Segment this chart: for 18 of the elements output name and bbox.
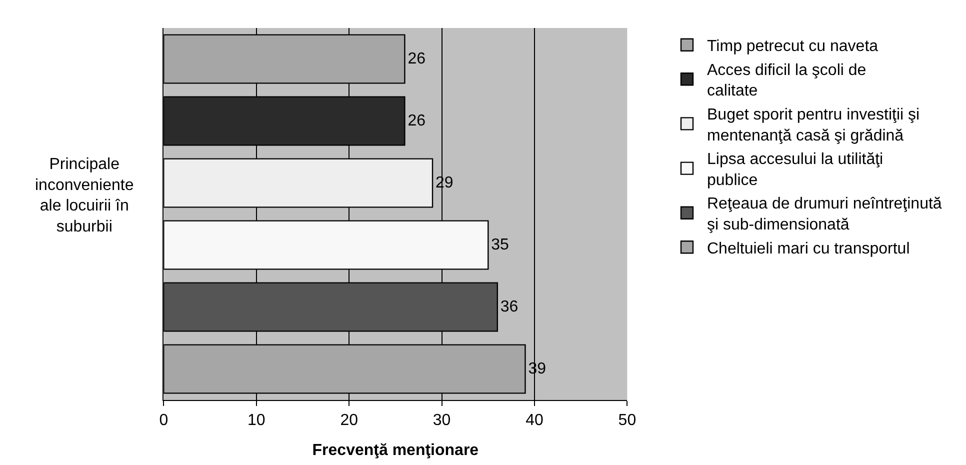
data-label: 26: [408, 50, 426, 68]
x-tick-label: 0: [159, 412, 168, 430]
legend-label: Buget sporit pentru investiţii şi mentenanţă casă şi grădină: [707, 106, 920, 144]
data-label: 26: [408, 112, 426, 130]
data-label: 36: [500, 298, 518, 316]
legend-label: Acces dificil la şcoli de calitate: [707, 62, 866, 100]
x-axis-title: Frecvenţă menţionare: [312, 442, 479, 459]
legend-label: Timp petrecut cu naveta: [707, 38, 878, 56]
legend-label: Cheltuieli mari cu transportul: [707, 240, 910, 258]
x-tick-label: 30: [432, 412, 451, 430]
x-tick-label: 20: [340, 412, 358, 430]
x-tick-label: 40: [526, 412, 544, 430]
legend-label: Reţeaua de drumuri neîntreţinută şi sub-dimensionată: [707, 196, 942, 234]
data-label: 35: [491, 236, 510, 254]
x-tick-label: 50: [618, 412, 636, 430]
legend-label: Lipsa accesului la utilităţi publice: [707, 151, 884, 189]
x-tick-label: 10: [247, 412, 266, 430]
y-axis-title: Principale inconveniente ale locuirii în suburbii: [35, 156, 134, 236]
